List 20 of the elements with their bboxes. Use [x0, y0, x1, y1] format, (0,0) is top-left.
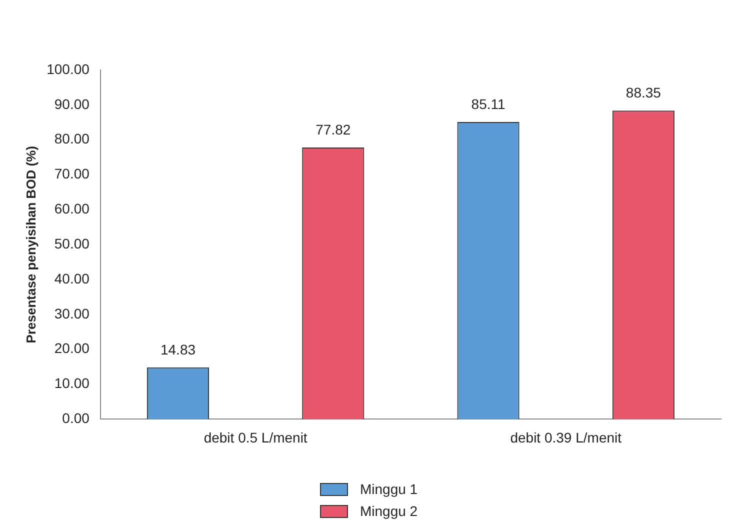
legend-label: Minggu 2	[360, 503, 418, 519]
y-tick-label: 90.00	[54, 96, 90, 112]
x-tick-label: debit 0.5 L/menit	[204, 429, 308, 446]
data-label: 77.82	[316, 121, 351, 138]
y-tick-label: 50.00	[54, 235, 90, 252]
y-axis-title: Presentase penyisihan BOD (%)	[23, 146, 38, 344]
y-tick-label: 70.00	[54, 166, 90, 182]
y-tick-label: 30.00	[54, 305, 90, 322]
x-tick-label: debit 0.39 L/menit	[510, 429, 622, 446]
y-tick-label: 60.00	[54, 200, 90, 217]
data-label: 14.83	[160, 341, 196, 358]
data-label: 85.11	[471, 96, 506, 112]
y-tick-label: 10.00	[54, 375, 90, 392]
y-tick-label: 100.00	[46, 60, 90, 77]
y-tick-label: 20.00	[54, 340, 90, 356]
y-tick-label: 80.00	[54, 130, 90, 147]
y-tick-label: 0.00	[62, 410, 90, 426]
y-tick-label: 40.00	[54, 270, 90, 286]
data-label: 88.35	[626, 84, 662, 101]
legend-label: Minggu 1	[360, 481, 418, 497]
